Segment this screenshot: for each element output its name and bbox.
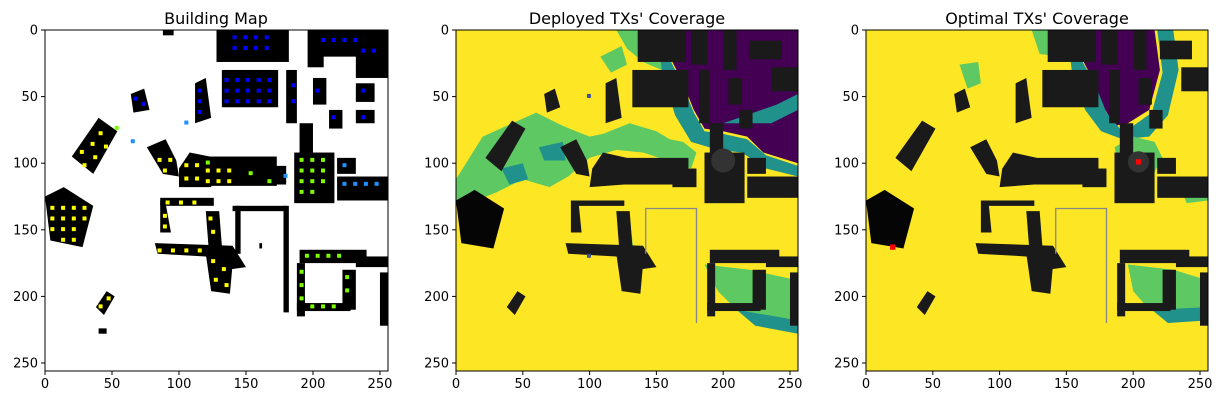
optimal-tx-marker — [890, 244, 896, 250]
x-tick-label: 250 — [778, 377, 803, 392]
deployed-coverage-image — [456, 30, 798, 371]
x-axis: 0 50 100 150 200 250 — [862, 371, 1213, 392]
axes-frame — [455, 29, 799, 372]
y-axis: 0 50 100 150 200 250 — [424, 24, 456, 372]
y-tick-label: 150 — [834, 223, 859, 238]
y-tick-label: 50 — [842, 90, 859, 105]
y-tick-label: 100 — [424, 157, 449, 172]
axes-frame — [44, 29, 389, 372]
plot-area — [865, 29, 1209, 372]
panel-optimal-coverage: Optimal TXs' Coverage — [834, 9, 1212, 392]
panel-title: Building Map — [164, 9, 268, 28]
x-tick-label: 200 — [301, 377, 326, 392]
x-tick-label: 200 — [1121, 377, 1146, 392]
axes-frame — [865, 29, 1209, 372]
y-tick-label: 150 — [13, 223, 38, 238]
x-tick-label: 200 — [711, 377, 736, 392]
y-tick-label: 250 — [834, 357, 859, 372]
x-tick-label: 150 — [1054, 377, 1079, 392]
y-tick-label: 200 — [424, 290, 449, 305]
optimal-coverage-image — [866, 30, 1208, 371]
x-tick-label: 0 — [41, 377, 49, 392]
y-tick-label: 0 — [30, 24, 38, 39]
y-tick-label: 0 — [441, 24, 449, 39]
y-tick-label: 100 — [834, 157, 859, 172]
y-axis: 0 50 100 150 200 250 — [834, 24, 866, 372]
y-tick-label: 50 — [432, 90, 449, 105]
x-tick-label: 150 — [644, 377, 669, 392]
y-tick-label: 200 — [834, 290, 859, 305]
optimal-tx-marker — [1135, 159, 1142, 165]
x-tick-label: 250 — [1188, 377, 1213, 392]
x-tick-label: 50 — [104, 377, 121, 392]
x-axis: 0 50 100 150 200 250 — [41, 371, 393, 392]
building-map-image — [45, 30, 388, 371]
panel-deployed-coverage: Deployed TXs' Coverage — [424, 9, 802, 392]
x-tick-label: 100 — [987, 377, 1012, 392]
x-tick-label: 100 — [167, 377, 192, 392]
x-tick-label: 50 — [925, 377, 942, 392]
y-tick-label: 50 — [21, 90, 38, 105]
panel-title: Optimal TXs' Coverage — [945, 9, 1129, 28]
panel-title: Deployed TXs' Coverage — [529, 9, 725, 28]
x-tick-label: 100 — [577, 377, 602, 392]
plot-area — [455, 29, 799, 372]
panel-building-map: Building Map — [13, 9, 392, 392]
y-tick-label: 250 — [13, 357, 38, 372]
y-tick-label: 0 — [851, 24, 859, 39]
y-tick-label: 100 — [13, 157, 38, 172]
y-tick-label: 200 — [13, 290, 38, 305]
x-axis: 0 50 100 150 200 250 — [452, 371, 803, 392]
x-tick-label: 0 — [862, 377, 870, 392]
x-tick-label: 50 — [515, 377, 532, 392]
x-tick-label: 250 — [368, 377, 393, 392]
deployed-tx-marker — [586, 93, 591, 98]
y-axis: 0 50 100 150 200 250 — [13, 24, 45, 372]
y-tick-label: 150 — [424, 223, 449, 238]
x-tick-label: 150 — [234, 377, 259, 392]
plot-area — [44, 29, 389, 372]
x-tick-label: 0 — [452, 377, 460, 392]
y-tick-label: 250 — [424, 357, 449, 372]
